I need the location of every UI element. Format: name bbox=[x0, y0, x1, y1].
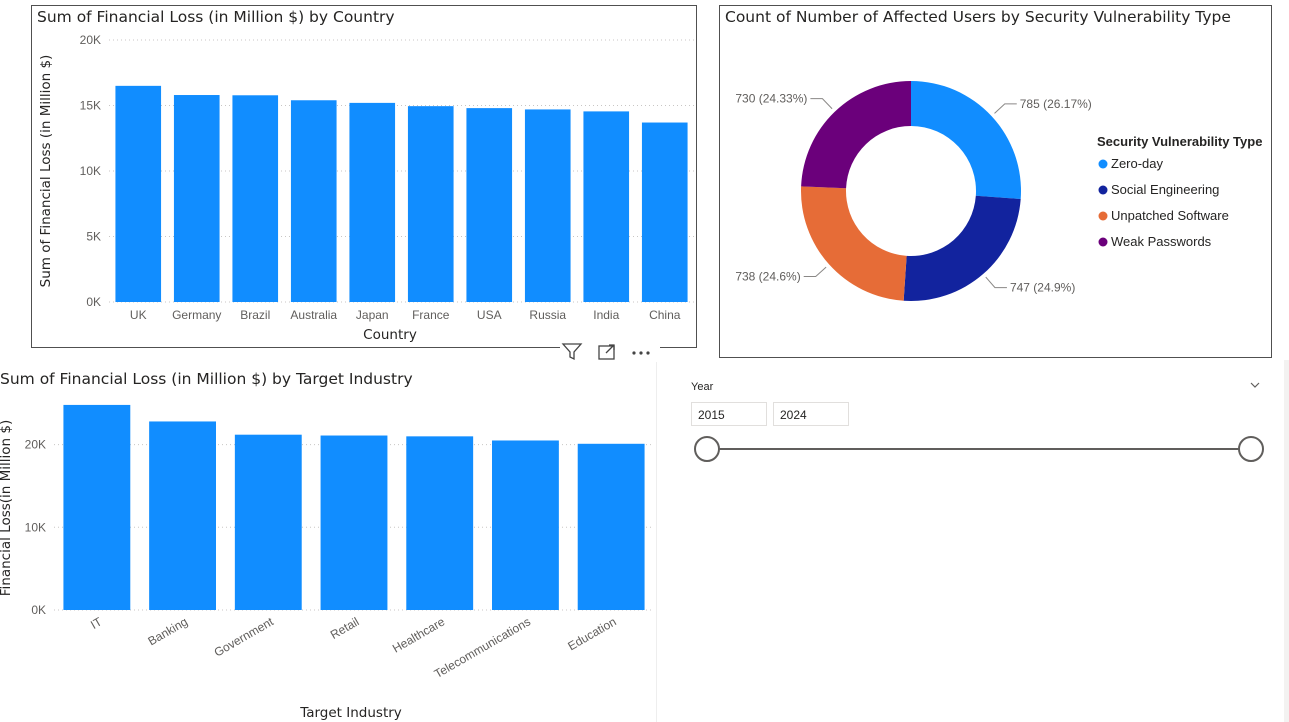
leader-line bbox=[994, 103, 1017, 114]
legend-label: Zero-day bbox=[1111, 156, 1164, 171]
vulnerability-donut-chart[interactable]: 785 (26.17%) 747 (24.9%) 738 (24.6%) 730 (2… bbox=[720, 6, 1271, 357]
legend-item[interactable]: Weak Passwords bbox=[1098, 234, 1212, 249]
leader-line bbox=[985, 276, 1007, 289]
data-label: 785 (26.17%) bbox=[1020, 97, 1092, 111]
x-tick-label: Brazil bbox=[240, 308, 270, 322]
focus-mode-icon[interactable] bbox=[598, 344, 615, 360]
bar[interactable] bbox=[290, 100, 337, 302]
bar[interactable] bbox=[492, 440, 559, 610]
legend-marker bbox=[1098, 211, 1108, 221]
donut-chart-title: Count of Number of Affected Users by Sec… bbox=[725, 8, 1231, 26]
y-tick-label: 0K bbox=[31, 603, 46, 617]
data-label: 738 (24.6%) bbox=[735, 269, 800, 283]
x-axis-title: Country bbox=[363, 327, 417, 343]
legend-item[interactable]: Zero-day bbox=[1098, 156, 1164, 171]
y-axis-title: Financial Loss(in Million $) bbox=[0, 420, 14, 597]
bar[interactable] bbox=[320, 435, 388, 610]
legend-title: Security Vulnerability Type bbox=[1097, 134, 1262, 149]
donut-slice[interactable] bbox=[801, 81, 911, 189]
x-tick-label: UK bbox=[130, 308, 147, 322]
country-bar-chart[interactable]: 0K 5K 10K 15K 20K UK Germany Brazil Australia Jap… bbox=[32, 6, 696, 347]
x-tick-label: Australia bbox=[290, 308, 337, 322]
bar[interactable] bbox=[115, 85, 162, 302]
y-axis-title: Sum of Financial Loss (in Million $) bbox=[38, 55, 54, 288]
legend-marker bbox=[1098, 185, 1108, 195]
country-chart-title: Sum of Financial Loss (in Million $) by … bbox=[37, 8, 395, 26]
more-options-icon[interactable] bbox=[632, 351, 650, 355]
x-tick-label: Education bbox=[565, 614, 618, 653]
x-tick-label: Russia bbox=[529, 308, 566, 322]
slicer-start-input[interactable]: 2015 bbox=[691, 402, 767, 426]
bar[interactable] bbox=[524, 109, 571, 303]
y-tick-label: 5K bbox=[86, 230, 101, 244]
legend-label: Social Engineering bbox=[1111, 182, 1219, 197]
x-axis-title: Target Industry bbox=[299, 705, 402, 721]
y-tick-label: 0K bbox=[86, 295, 101, 309]
data-label: 747 (24.9%) bbox=[1010, 281, 1075, 295]
legend-marker bbox=[1098, 237, 1108, 247]
bar[interactable] bbox=[173, 95, 220, 303]
x-tick-label: China bbox=[649, 308, 681, 322]
slicer-end-input[interactable]: 2024 bbox=[773, 402, 849, 426]
bar[interactable] bbox=[63, 404, 131, 610]
x-tick-label: Germany bbox=[172, 308, 221, 322]
bar[interactable] bbox=[232, 95, 279, 302]
x-tick-label: Retail bbox=[328, 614, 362, 641]
x-tick-label: Banking bbox=[146, 614, 191, 648]
bar[interactable] bbox=[234, 434, 302, 610]
industry-chart-visual[interactable]: Sum of Financial Loss (in Million $) by … bbox=[0, 365, 656, 722]
y-tick-label: 10K bbox=[25, 520, 46, 534]
bar[interactable] bbox=[466, 108, 513, 303]
donut-slice[interactable] bbox=[911, 81, 1021, 200]
bar[interactable] bbox=[577, 443, 645, 610]
y-tick-label: 10K bbox=[80, 164, 101, 178]
slider-end-handle[interactable] bbox=[1238, 436, 1264, 462]
bar[interactable] bbox=[407, 106, 454, 302]
divider bbox=[656, 362, 657, 722]
x-tick-label: Government bbox=[212, 614, 277, 659]
data-label: 730 (24.33%) bbox=[735, 92, 807, 106]
industry-bar-chart[interactable]: 0K 10K 20K IT Banking Government Retail Healthc… bbox=[0, 365, 656, 722]
scroll-edge bbox=[1284, 360, 1289, 722]
x-tick-label: Telecommunications bbox=[432, 614, 533, 680]
country-chart-visual[interactable]: Sum of Financial Loss (in Million $) by … bbox=[31, 5, 697, 348]
leader-line bbox=[810, 98, 833, 110]
y-tick-label: 20K bbox=[80, 33, 101, 47]
bar[interactable] bbox=[406, 436, 474, 610]
slicer-label: Year bbox=[691, 381, 714, 393]
x-tick-label: USA bbox=[477, 308, 502, 322]
industry-chart-title: Sum of Financial Loss (in Million $) by … bbox=[0, 370, 413, 388]
x-tick-label: Japan bbox=[356, 308, 389, 322]
y-tick-label: 15K bbox=[80, 99, 101, 113]
vulnerability-donut-visual[interactable]: Count of Number of Affected Users by Sec… bbox=[719, 5, 1272, 358]
legend-marker bbox=[1098, 159, 1108, 169]
legend-item[interactable]: Social Engineering bbox=[1098, 182, 1220, 197]
leader-line bbox=[803, 266, 827, 277]
bar[interactable] bbox=[349, 102, 396, 302]
x-tick-label: Healthcare bbox=[390, 614, 448, 655]
chevron-down-icon[interactable] bbox=[1248, 378, 1262, 392]
slider-start-handle[interactable] bbox=[694, 436, 720, 462]
bar[interactable] bbox=[149, 421, 216, 610]
visual-header bbox=[560, 340, 660, 364]
bar[interactable] bbox=[583, 111, 630, 303]
x-tick-label: IT bbox=[88, 614, 105, 632]
donut-slice[interactable] bbox=[801, 186, 907, 301]
y-tick-label: 20K bbox=[25, 438, 46, 452]
legend-label: Unpatched Software bbox=[1111, 208, 1229, 223]
bar[interactable] bbox=[641, 122, 688, 302]
x-tick-label: India bbox=[593, 308, 619, 322]
x-tick-label: France bbox=[412, 308, 450, 322]
donut-slice[interactable] bbox=[903, 195, 1021, 301]
slider-track[interactable] bbox=[690, 429, 1284, 469]
legend-item[interactable]: Unpatched Software bbox=[1098, 208, 1229, 223]
legend-label: Weak Passwords bbox=[1111, 234, 1212, 249]
filter-icon[interactable] bbox=[561, 343, 583, 361]
